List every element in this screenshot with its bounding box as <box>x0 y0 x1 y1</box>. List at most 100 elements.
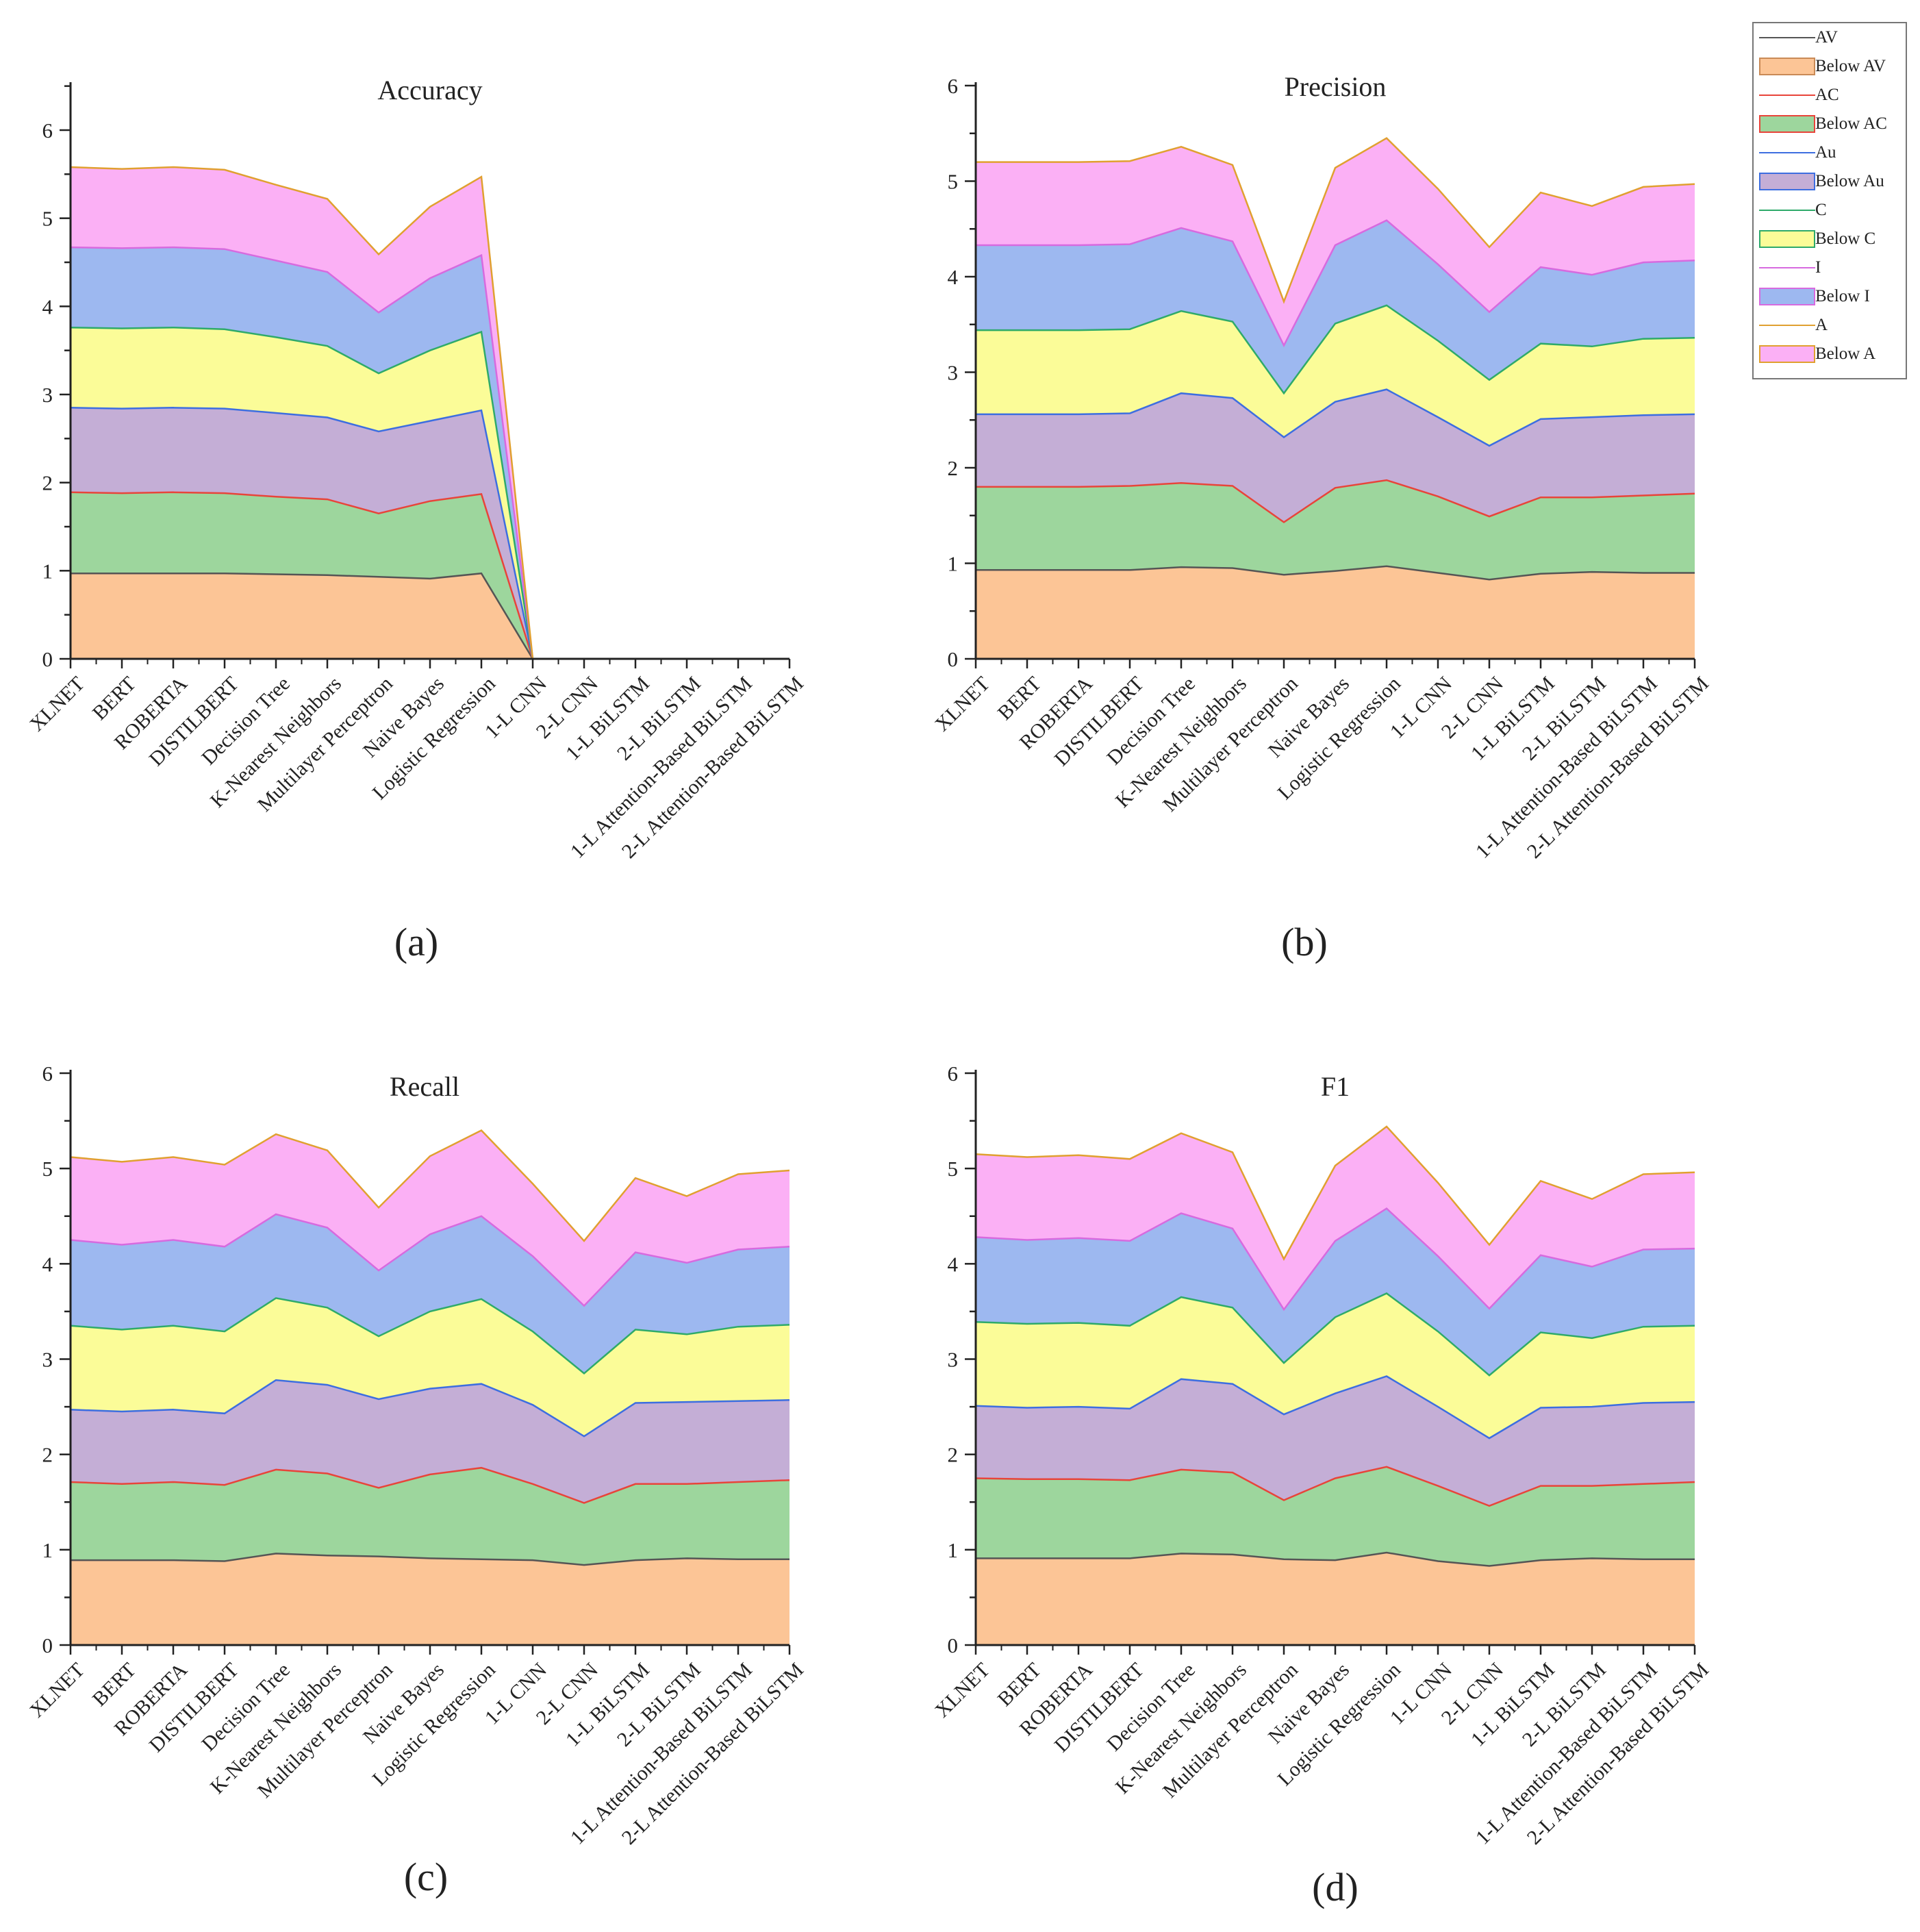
y-tick-label: 1 <box>42 559 53 583</box>
y-tick-label: 5 <box>42 207 53 231</box>
legend-swatch-below-au <box>1759 173 1815 190</box>
area-below-au <box>976 389 1695 523</box>
y-tick-label: 6 <box>948 1062 959 1086</box>
series-line-i <box>70 1213 790 1307</box>
area-below-a <box>71 1130 790 1306</box>
area-below-ac <box>976 1466 1695 1566</box>
legend-label-ac: AC <box>1815 86 1839 104</box>
y-tick-label: 2 <box>42 471 53 495</box>
panel-caption: (c) <box>404 1855 448 1899</box>
series-line-i <box>976 219 1695 348</box>
area-below-i <box>976 1208 1695 1376</box>
legend-label-below-i: Below I <box>1815 287 1870 305</box>
y-tick-label: 2 <box>42 1443 53 1467</box>
y-tick-label: 6 <box>948 74 959 98</box>
legend-swatch-below-i <box>1759 288 1815 305</box>
y-tick-label: 2 <box>948 456 959 480</box>
legend-swatch-c <box>1759 210 1815 211</box>
y-tick-label: 0 <box>42 647 53 671</box>
area-below-c <box>976 1293 1695 1438</box>
series-line-a <box>70 1129 790 1242</box>
area-below-c <box>71 1298 790 1437</box>
chart-title: Recall <box>390 1071 459 1102</box>
legend-label-below-ac: Below AC <box>1815 114 1887 133</box>
y-tick-label: 3 <box>42 1348 53 1372</box>
chart-panel-accuracy: 0123456XLNETBERTROBERTADISTILBERTDecisio… <box>25 75 808 964</box>
legend-swatch-a <box>1759 325 1815 326</box>
chart-title: Accuracy <box>377 75 482 105</box>
y-tick-label: 1 <box>948 552 959 576</box>
series-line-c <box>976 304 1695 395</box>
series-line-av <box>976 565 1695 581</box>
area-below-c <box>976 305 1695 446</box>
legend-label-i: I <box>1815 258 1821 277</box>
area-below-au <box>71 1380 790 1503</box>
series-line-ac <box>70 1466 790 1504</box>
area-below-ac <box>976 480 1695 580</box>
x-tick-label: DISTILBERT <box>145 1659 243 1757</box>
area-below-a <box>976 1126 1695 1310</box>
y-tick-label: 6 <box>42 1062 53 1086</box>
legend-label-below-av: Below AV <box>1815 57 1886 75</box>
chart-panel-f1: 0123456XLNETBERTROBERTADISTILBERTDecisio… <box>931 1062 1713 1909</box>
legend-swatch-i <box>1759 267 1815 268</box>
y-tick-label: 0 <box>42 1633 53 1657</box>
legend-item-ac: AC <box>1754 81 1906 110</box>
legend-item-below-au: Below Au <box>1754 167 1906 196</box>
y-tick-label: 4 <box>42 1252 53 1276</box>
legend-label-below-au: Below Au <box>1815 172 1884 190</box>
area-below-av <box>976 1553 1695 1645</box>
area-below-ac <box>71 1468 790 1566</box>
y-tick-label: 4 <box>42 294 53 318</box>
chart-panel-precision: 0123456XLNETBERTROBERTADISTILBERTDecisio… <box>931 71 1713 964</box>
x-tick-label: DISTILBERT <box>1050 673 1148 770</box>
area-below-a <box>976 138 1695 346</box>
legend-item-below-ac: Below AC <box>1754 110 1906 138</box>
y-tick-label: 4 <box>948 1252 959 1276</box>
legend-item-c: C <box>1754 196 1906 225</box>
chart-panel-recall: 0123456XLNETBERTROBERTADISTILBERTDecisio… <box>25 1062 808 1899</box>
series-line-i <box>975 1207 1695 1312</box>
legend-swatch-below-ac <box>1759 115 1815 133</box>
legend-item-a: A <box>1754 311 1906 340</box>
y-tick-label: 3 <box>42 383 53 407</box>
y-tick-label: 1 <box>42 1538 53 1562</box>
area-below-i <box>71 1214 790 1374</box>
legend-item-au: Au <box>1754 138 1906 167</box>
y-tick-label: 4 <box>948 265 959 289</box>
y-tick-label: 3 <box>948 361 959 385</box>
series-line-au <box>976 388 1695 447</box>
x-tick-label: DISTILBERT <box>1050 1659 1148 1757</box>
series-line-ac <box>976 479 1695 524</box>
legend-swatch-below-av <box>1759 58 1815 75</box>
legend-swatch-below-a <box>1759 345 1815 363</box>
legend-swatch-av <box>1759 37 1815 38</box>
y-tick-label: 0 <box>948 1633 959 1657</box>
legend-item-i: I <box>1754 253 1906 282</box>
y-tick-label: 2 <box>948 1443 959 1467</box>
series-line-av <box>976 1551 1695 1567</box>
chart-legend: AV Below AV AC Below AC Au Below Au C Be… <box>1752 22 1907 379</box>
panel-caption: (b) <box>1281 920 1328 964</box>
x-tick-label: XLNET <box>25 1659 89 1722</box>
legend-item-av: AV <box>1754 23 1906 52</box>
area-below-au <box>976 1376 1695 1506</box>
legend-label-au: Au <box>1815 143 1836 162</box>
area-below-ac <box>71 492 790 659</box>
y-tick-label: 1 <box>948 1538 959 1562</box>
legend-label-below-c: Below C <box>1815 229 1876 248</box>
y-tick-label: 0 <box>948 647 959 671</box>
area-below-i <box>71 247 790 660</box>
legend-label-av: AV <box>1815 28 1838 47</box>
legend-item-below-a: Below A <box>1754 340 1906 368</box>
series-line-c <box>975 1292 1695 1377</box>
y-tick-label: 6 <box>42 118 53 142</box>
panel-caption: (a) <box>394 920 438 964</box>
legend-label-below-a: Below A <box>1815 344 1876 363</box>
y-tick-label: 5 <box>948 170 959 194</box>
legend-swatch-ac <box>1759 95 1815 96</box>
x-tick-label: XLNET <box>931 1659 994 1722</box>
legend-swatch-au <box>1759 152 1815 153</box>
area-below-a <box>71 167 790 659</box>
